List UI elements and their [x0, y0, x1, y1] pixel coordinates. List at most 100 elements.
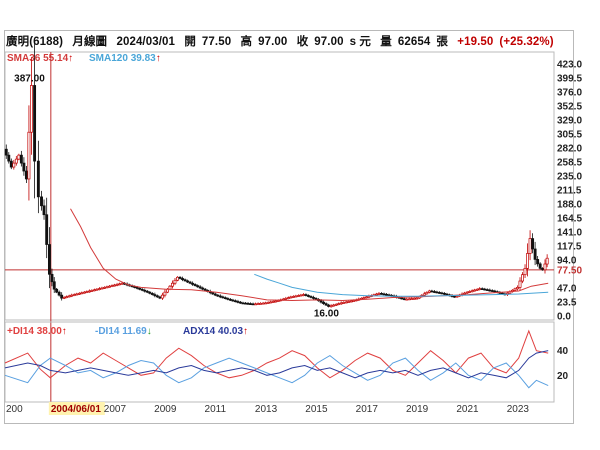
time-axis: 200 2004/06/01 2007 2009 2011 2013 2015 2017 201… [6, 402, 529, 415]
candle-body [27, 131, 31, 180]
volume-unit: 張 [436, 36, 448, 48]
legend-entry-adx14: ADX14 40.03↑ [183, 326, 248, 337]
candle-body [52, 281, 56, 290]
candle-body [70, 294, 74, 297]
y-tick-label: 305.5 [557, 130, 582, 141]
candle-body [241, 302, 245, 305]
candle-body [244, 302, 247, 305]
candle-body [523, 267, 527, 276]
candle-body [440, 292, 444, 295]
x-tick-label: 2009 [154, 404, 177, 415]
candle-body [153, 294, 157, 297]
change-value: +19.50 [457, 36, 494, 48]
candle-body [377, 293, 381, 295]
y-tick-label: 211.5 [557, 186, 582, 197]
candle-body [470, 290, 474, 293]
candle-body [254, 303, 258, 306]
candle-body [312, 297, 315, 299]
candle-body [33, 85, 37, 162]
x-tick-label: 2011 [205, 404, 227, 415]
candle-body [40, 196, 43, 207]
y-tick-label: 0.0 [557, 312, 571, 323]
candle-body [327, 304, 331, 307]
open-value: 77.50 [201, 36, 232, 48]
candle-body [322, 301, 326, 304]
x-tick-label: 200 [6, 404, 23, 415]
candle-body [443, 293, 446, 295]
candle-body [493, 290, 497, 293]
candle-body [291, 296, 295, 298]
series-sma120 [254, 273, 549, 297]
candle-body [412, 298, 416, 300]
candle-body [62, 297, 66, 299]
y-tick-label: 117.5 [557, 242, 582, 253]
candle-body [201, 287, 205, 290]
x-tick-label: 2004/06/01 [51, 404, 101, 415]
candle-body [75, 293, 79, 296]
legend-value: 55.14 [43, 53, 68, 64]
candle-body [181, 278, 184, 281]
candle-body [138, 288, 142, 290]
legend-value: 11.69 [122, 326, 147, 337]
candle-body [332, 304, 336, 307]
candle-body [468, 291, 472, 293]
candle-body [380, 293, 383, 295]
legend-arrow: ↓ [147, 326, 152, 337]
candle-body [478, 288, 482, 290]
candle-body [405, 298, 409, 301]
x-tick-label: 2013 [255, 404, 278, 415]
candle-body [538, 263, 542, 269]
main-legend: SMA36 55.14↑ SMA120 39.83↑ [7, 53, 161, 64]
candle-body [45, 214, 49, 245]
candle-body [223, 297, 227, 300]
candle-body [246, 303, 250, 305]
candle-body [349, 300, 353, 303]
candle-body [314, 298, 318, 300]
legend-name: SMA36 [7, 53, 43, 64]
legend-entry-sma120: SMA120 39.83↑ [89, 53, 161, 64]
legend-arrow: ↑ [243, 326, 248, 337]
candle-body [24, 170, 28, 180]
candle-body [533, 248, 537, 260]
price-axis: 423.0 399.5 376.0 352.5 329.0 305.5 282.0 258.5… [557, 60, 582, 323]
candle-body [233, 300, 237, 303]
candle-body [299, 294, 303, 297]
candle-body [108, 285, 111, 288]
candle-body [329, 305, 333, 308]
candle-body [143, 289, 147, 292]
legend-entry-di14: -DI14 11.69↓ [95, 326, 152, 337]
annotation-label: 16.00 [314, 308, 339, 319]
candle-body [375, 293, 378, 296]
candle-body [284, 298, 288, 300]
candle-body [483, 288, 487, 291]
candle-body [289, 296, 293, 299]
candle-body [216, 294, 220, 297]
annotation-label: 387.00 [14, 73, 45, 84]
volume-value: 62654 [397, 36, 431, 48]
candle-body [463, 292, 467, 295]
candle-body [82, 291, 86, 294]
candle-body [427, 290, 431, 293]
candle-body [118, 283, 122, 286]
candle-body [475, 288, 479, 291]
series-sma36 [70, 208, 549, 302]
candle-body [4, 148, 8, 156]
high-label: 高 [240, 36, 253, 48]
candle-body [362, 297, 366, 300]
candle-body [536, 259, 540, 265]
dmi-y-tick-label: 20 [557, 371, 569, 382]
candle-body [67, 295, 71, 298]
candle-body [294, 295, 298, 298]
legend-name: +DI14 [7, 326, 37, 337]
candle-body [400, 297, 404, 300]
candle-body [521, 274, 524, 282]
legend-name: ADX14 [183, 326, 218, 337]
candle-body [445, 293, 449, 296]
candle-body [103, 287, 106, 289]
candle-body [473, 289, 477, 292]
legend-arrow: ↑ [68, 53, 73, 64]
candle-body [485, 289, 489, 291]
candle-body [173, 279, 177, 284]
y-tick-label: 77.50 [557, 265, 582, 276]
